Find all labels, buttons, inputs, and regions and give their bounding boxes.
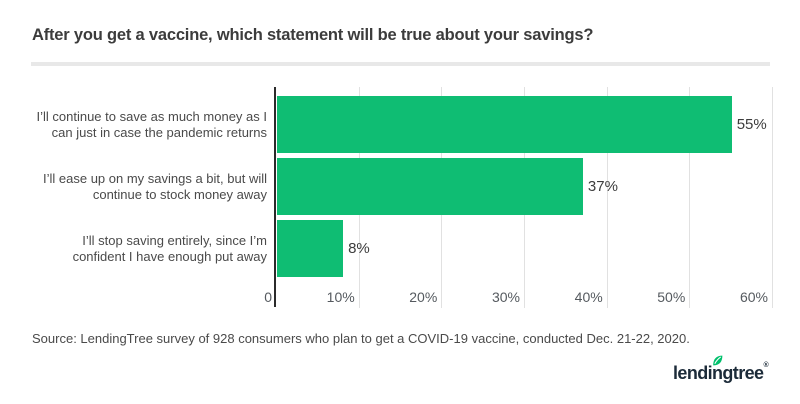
source-note: Source: LendingTree survey of 928 consum… — [32, 331, 690, 346]
bar-segment — [277, 96, 732, 153]
x-tick-10%: 10% — [326, 289, 355, 305]
x-tick-60%: 60% — [739, 289, 768, 305]
gridline-60% — [772, 87, 773, 308]
title-divider — [31, 62, 770, 66]
category-label: I’ll stop saving entirely, since I’m conf… — [72, 233, 267, 264]
gridline-40% — [606, 87, 608, 308]
value-label: 55% — [736, 116, 767, 133]
category-label: I’ll ease up on my savings a bit, but wi… — [43, 171, 267, 202]
leaf-icon — [713, 355, 723, 366]
lendingtree-logo: lendingtree® — [673, 355, 769, 389]
x-tick-30%: 30% — [491, 289, 520, 305]
y-axis-line — [274, 87, 276, 307]
gridline-50% — [689, 87, 691, 308]
bar-segment — [277, 158, 583, 215]
bar-segment — [277, 220, 344, 277]
chart-title: After you get a vaccine, which statement… — [32, 26, 594, 44]
registered-mark: ® — [763, 362, 768, 369]
lendingtree-wordmark: lendingtree® — [673, 362, 769, 383]
x-tick-20%: 20% — [409, 289, 438, 305]
x-tick-40%: 40% — [574, 289, 603, 305]
value-label: 37% — [587, 178, 618, 195]
x-tick-50%: 50% — [657, 289, 686, 305]
category-label: I’ll continue to save as much money as I… — [36, 109, 267, 140]
x-tick-0: 0 — [264, 289, 272, 305]
value-label: 8% — [348, 240, 370, 257]
bar-chart: 0 10% 20% 30% 40% 50% 60% I’ll continue to save… — [0, 87, 800, 309]
